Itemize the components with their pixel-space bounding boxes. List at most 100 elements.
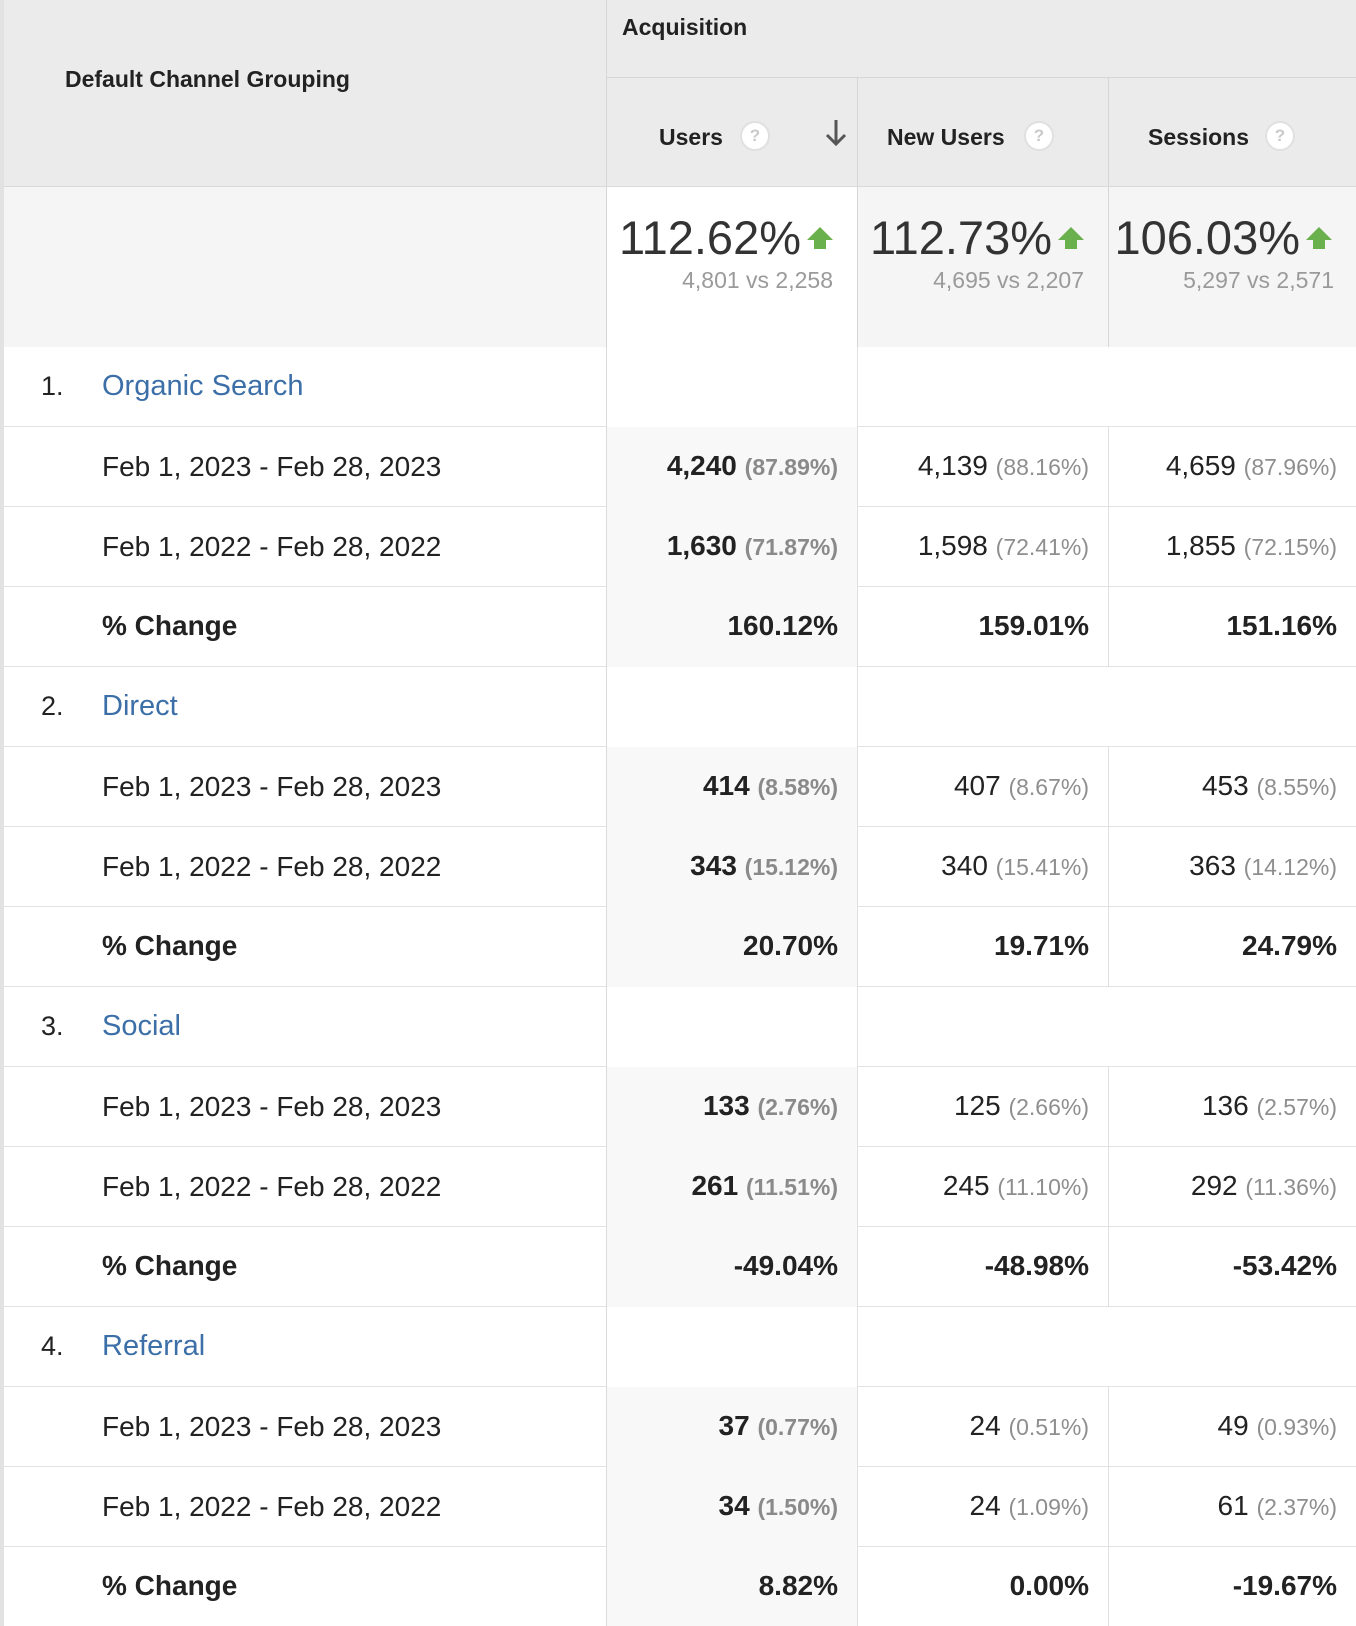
percent-change-label-cell: % Change xyxy=(0,1227,607,1307)
sessions-count: 4,659 xyxy=(1165,450,1236,481)
sessions-value: 4,659 (87.96%) xyxy=(1166,450,1337,482)
sessions-value: 292 (11.36%) xyxy=(1191,1170,1337,1202)
summary-label-cell xyxy=(0,187,607,347)
channel-new-users-cell xyxy=(858,987,1109,1067)
sessions-count: 61 xyxy=(1217,1490,1249,1521)
new-users-summary-pct: 112.73% xyxy=(869,211,1052,264)
new-users-summary-compare: 4,695 vs 2,207 xyxy=(933,267,1084,293)
channel-link[interactable]: Referral xyxy=(102,1330,206,1362)
new-users-share: (88.16%) xyxy=(995,454,1089,480)
dimension-title: Default Channel Grouping xyxy=(65,66,350,92)
sessions-count: 136 xyxy=(1201,1090,1249,1121)
new-users-count: 340 xyxy=(941,850,988,881)
new-users-change: -48.98% xyxy=(984,1250,1089,1281)
date-range-label: Feb 1, 2022 - Feb 28, 2022 xyxy=(102,1491,442,1522)
users-summary-compare: 4,801 vs 2,258 xyxy=(682,267,833,293)
sessions-share: (72.15%) xyxy=(1243,534,1337,560)
users-help-icon[interactable]: ? xyxy=(740,121,770,151)
sessions-count: 292 xyxy=(1190,1170,1238,1201)
new-users-value-cell: 340 (15.41%) xyxy=(858,827,1109,907)
sessions-value-cell: 453 (8.55%) xyxy=(1109,747,1356,827)
channel-new-users-cell xyxy=(858,667,1109,747)
users-change: -49.04% xyxy=(733,1250,838,1281)
channel-link[interactable]: Social xyxy=(102,1010,181,1042)
channel-rank: 1. xyxy=(41,371,64,401)
users-count: 1,630 xyxy=(666,530,737,561)
new-users-value: 1,598 (72.41%) xyxy=(918,530,1089,562)
sessions-value-cell: 292 (11.36%) xyxy=(1109,1147,1356,1227)
users-summary-cell: 112.62% 4,801 vs 2,258 xyxy=(607,187,858,347)
users-column-header[interactable]: Users ? xyxy=(607,78,858,187)
channel-row: 4. Referral xyxy=(0,1307,1356,1387)
channel-sessions-cell xyxy=(1109,347,1356,427)
percent-change-row: % Change 8.82% 0.00% -19.67% xyxy=(0,1547,1356,1626)
sessions-help-icon[interactable]: ? xyxy=(1265,121,1295,151)
sort-descending-icon[interactable] xyxy=(824,118,848,148)
sessions-count: 363 xyxy=(1189,850,1236,881)
date-range-row: Feb 1, 2023 - Feb 28, 2023 133 (2.76%) 125… xyxy=(0,1067,1356,1147)
sessions-share: (2.37%) xyxy=(1256,1494,1337,1520)
users-value-cell: 343 (15.12%) xyxy=(607,827,858,907)
channel-row: 2. Direct xyxy=(0,667,1356,747)
new-users-change-cell: 159.01% xyxy=(858,587,1109,667)
sessions-share: (0.93%) xyxy=(1256,1414,1337,1440)
users-share: (11.51%) xyxy=(745,1174,838,1200)
new-users-value-cell: 245 (11.10%) xyxy=(858,1147,1109,1227)
users-value: 34 (1.50%) xyxy=(719,1490,838,1522)
new-users-help-icon[interactable]: ? xyxy=(1024,121,1054,151)
channel-link[interactable]: Organic Search xyxy=(102,370,304,402)
users-value-cell: 4,240 (87.89%) xyxy=(607,427,858,507)
channel-label-cell: 2. Direct xyxy=(0,667,607,747)
users-count: 37 xyxy=(718,1410,750,1441)
channel-sessions-cell xyxy=(1109,1307,1356,1387)
users-count: 261 xyxy=(691,1170,739,1201)
date-range-label: Feb 1, 2023 - Feb 28, 2023 xyxy=(102,1411,442,1442)
new-users-column-header[interactable]: New Users ? xyxy=(858,78,1109,187)
new-users-count: 245 xyxy=(942,1170,990,1201)
sessions-summary-cell: 106.03% 5,297 vs 2,571 xyxy=(1109,187,1356,347)
users-share: (87.89%) xyxy=(744,454,838,480)
users-value-cell: 34 (1.50%) xyxy=(607,1467,858,1547)
sessions-count: 1,855 xyxy=(1165,530,1236,561)
channel-rank: 4. xyxy=(41,1331,64,1361)
users-share: (8.58%) xyxy=(757,774,838,800)
users-value: 1,630 (71.87%) xyxy=(667,530,838,562)
date-range-label: Feb 1, 2023 - Feb 28, 2023 xyxy=(102,451,442,482)
new-users-column-label: New Users xyxy=(887,124,1005,150)
new-users-count: 125 xyxy=(953,1090,1001,1121)
users-value-cell: 414 (8.58%) xyxy=(607,747,858,827)
sessions-summary-pct: 106.03% xyxy=(1114,211,1300,264)
date-range-row: Feb 1, 2022 - Feb 28, 2022 34 (1.50%) 24 (… xyxy=(0,1467,1356,1547)
dimension-header[interactable]: Default Channel Grouping xyxy=(0,0,607,187)
trend-up-icon xyxy=(807,227,833,249)
new-users-count: 24 xyxy=(969,1410,1001,1441)
channel-rank: 2. xyxy=(41,691,64,721)
new-users-share: (2.66%) xyxy=(1008,1094,1089,1120)
sessions-value: 363 (14.12%) xyxy=(1189,850,1337,882)
new-users-value-cell: 24 (0.51%) xyxy=(858,1387,1109,1467)
date-range-row: Feb 1, 2022 - Feb 28, 2022 1,630 (71.87%)… xyxy=(0,507,1356,587)
users-value-cell: 261 (11.51%) xyxy=(607,1147,858,1227)
users-change: 8.82% xyxy=(758,1570,838,1601)
date-range-label-cell: Feb 1, 2023 - Feb 28, 2023 xyxy=(0,1387,607,1467)
acquisition-group-header: Acquisition xyxy=(607,0,1356,78)
users-value-cell: 37 (0.77%) xyxy=(607,1387,858,1467)
users-value: 261 (11.51%) xyxy=(691,1170,838,1202)
users-count: 4,240 xyxy=(666,450,737,481)
sessions-value-cell: 49 (0.93%) xyxy=(1109,1387,1356,1467)
sessions-column-header[interactable]: Sessions ? xyxy=(1109,78,1356,187)
date-range-label: Feb 1, 2022 - Feb 28, 2022 xyxy=(102,1171,442,1202)
date-range-label-cell: Feb 1, 2022 - Feb 28, 2022 xyxy=(0,1467,607,1547)
date-range-label-cell: Feb 1, 2022 - Feb 28, 2022 xyxy=(0,1147,607,1227)
date-range-row: Feb 1, 2023 - Feb 28, 2023 414 (8.58%) 407… xyxy=(0,747,1356,827)
users-value: 343 (15.12%) xyxy=(690,850,838,882)
date-range-label: Feb 1, 2023 - Feb 28, 2023 xyxy=(102,1091,442,1122)
date-range-label-cell: Feb 1, 2023 - Feb 28, 2023 xyxy=(0,427,607,507)
users-change-cell: -49.04% xyxy=(607,1227,858,1307)
percent-change-label: % Change xyxy=(102,1570,238,1601)
users-value: 4,240 (87.89%) xyxy=(667,450,838,482)
users-value: 37 (0.77%) xyxy=(719,1410,838,1442)
new-users-share: (72.41%) xyxy=(995,534,1089,560)
channel-link[interactable]: Direct xyxy=(102,690,178,722)
sessions-value: 453 (8.55%) xyxy=(1202,770,1337,802)
